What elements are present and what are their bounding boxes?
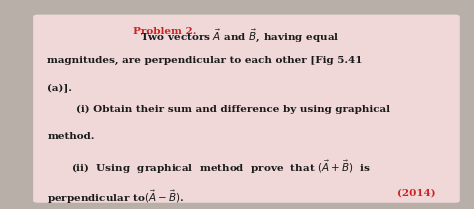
Text: magnitudes, are perpendicular to each other [Fig 5.41: magnitudes, are perpendicular to each ot… xyxy=(47,56,363,65)
FancyBboxPatch shape xyxy=(33,15,460,203)
Text: (a)].: (a)]. xyxy=(47,84,73,93)
Text: perpendicular to$(\vec{A}-\vec{B})$.: perpendicular to$(\vec{A}-\vec{B})$. xyxy=(47,188,184,206)
Text: method.: method. xyxy=(47,132,95,141)
Text: (ii)  Using  graphical  method  prove  that $(\vec{A}+\vec{B})$  is: (ii) Using graphical method prove that $… xyxy=(71,159,371,176)
Text: (i) Obtain their sum and difference by using graphical: (i) Obtain their sum and difference by u… xyxy=(76,104,390,114)
Text: Problem 2.: Problem 2. xyxy=(133,27,196,36)
Text: (2014): (2014) xyxy=(398,188,436,197)
Text: Two vectors $\vec{A}$ and $\vec{B}$, having equal: Two vectors $\vec{A}$ and $\vec{B}$, hav… xyxy=(133,27,339,44)
